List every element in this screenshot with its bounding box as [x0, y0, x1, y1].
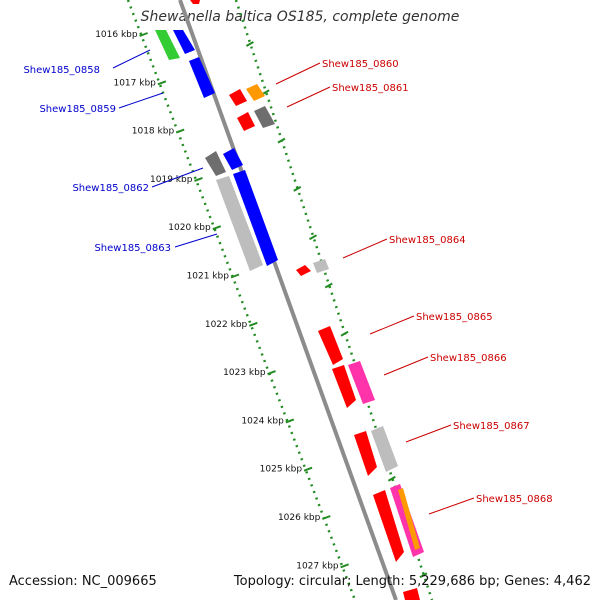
ruler-label: 1022 kbp: [205, 320, 248, 330]
gene-feature-blue-0858[interactable]: [173, 30, 195, 54]
ruler-tick-left: [248, 321, 258, 327]
ruler-label: 1026 kbp: [278, 513, 321, 523]
ruler-tick-left: [340, 563, 349, 569]
gene-label-0867[interactable]: Shew185_0867: [453, 421, 530, 432]
gene-feature-blue-0863[interactable]: [233, 170, 278, 266]
ruler-tick-left: [194, 176, 203, 182]
ruler-label: 1027 kbp: [296, 561, 339, 571]
gene-feature-lightgray-0864[interactable]: [313, 259, 329, 273]
ruler-tick-left: [230, 273, 240, 279]
ruler-label: 1016 kbp: [95, 30, 138, 40]
gene-label-0861[interactable]: Shew185_0861: [332, 83, 409, 94]
gene-feature-darkgray-0862[interactable]: [205, 151, 226, 176]
gene-feature-red-0864[interactable]: [296, 265, 311, 276]
genome-summary-text: Topology: circular; Length: 5,229,686 bp…: [233, 574, 591, 589]
ruler-label: 1024 kbp: [241, 416, 284, 426]
ruler-label: 1017 kbp: [113, 78, 156, 88]
gene-label-0860[interactable]: Shew185_0860: [322, 59, 399, 70]
ruler-label: 1020 kbp: [168, 223, 211, 233]
gene-label-0862[interactable]: Shew185_0862: [72, 183, 149, 194]
gene-label-0863[interactable]: Shew185_0863: [94, 243, 171, 254]
gene-feature-pink-0866[interactable]: [348, 361, 375, 404]
ruler-ticks-left: [139, 32, 349, 569]
ruler-tick-right: [245, 41, 254, 47]
gene-label-0859[interactable]: Shew185_0859: [39, 104, 116, 115]
gene-label-0865[interactable]: Shew185_0865: [416, 312, 493, 323]
ruler-tick-left: [157, 80, 167, 86]
ruler-label: 1023 kbp: [223, 368, 266, 378]
gene-feature-darkgray-0861[interactable]: [254, 106, 275, 128]
ruler-tick-left: [285, 418, 295, 424]
gene-label-0866[interactable]: Shew185_0866: [430, 353, 507, 364]
ruler-tick-left: [322, 515, 331, 520]
ruler-tick-right: [419, 572, 428, 579]
ruler-tick-left: [303, 466, 313, 472]
gene-feature-blue-0859[interactable]: [189, 57, 215, 98]
gene-feature-lightgray-0863[interactable]: [216, 176, 263, 271]
ruler-tick-right: [308, 234, 317, 241]
ruler-tick-right: [340, 330, 349, 337]
ruler-tick-right: [324, 282, 333, 289]
map-title: Shewanella baltica OS185, complete genom…: [140, 9, 460, 25]
gene-features: [155, 0, 424, 600]
ruler-tick-left: [139, 32, 148, 37]
gene-feature-red-0865[interactable]: [318, 326, 343, 365]
dotted-ring-left: [126, 0, 357, 600]
ruler-tick-right: [293, 186, 302, 192]
gene-feature-red-0866[interactable]: [332, 365, 356, 408]
gene-feature-orange[interactable]: [246, 84, 265, 101]
ruler-label: 1021 kbp: [187, 272, 230, 282]
leader-lines: [112, 49, 475, 515]
gene-label-0868[interactable]: Shew185_0868: [476, 494, 553, 505]
gene-feature-lightgray-0867[interactable]: [371, 426, 398, 472]
gene-labels-left: Shew185_0858 Shew185_0859 Shew185_0862 S…: [23, 65, 171, 254]
gene-feature-red-0860[interactable]: [229, 89, 247, 106]
accession-text: Accession: NC_009665: [9, 574, 157, 589]
ruler-label: 1025 kbp: [260, 465, 303, 475]
ruler-tick-right: [277, 137, 286, 144]
gene-feature-red-bottom[interactable]: [403, 588, 420, 600]
gene-feature-top-red[interactable]: [190, 0, 200, 4]
gene-feature-red-0868[interactable]: [373, 490, 404, 562]
gene-label-0858[interactable]: Shew185_0858: [23, 65, 100, 76]
gene-feature-red-0861[interactable]: [237, 112, 255, 131]
ruler-tick-left: [212, 225, 222, 231]
gene-feature-blue-0862[interactable]: [223, 148, 243, 170]
ruler-tick-left: [175, 128, 185, 134]
gene-labels-right: Shew185_0860 Shew185_0861 Shew185_0864 S…: [322, 59, 553, 505]
gene-label-0864[interactable]: Shew185_0864: [389, 235, 466, 246]
gene-feature-orange-0868[interactable]: [398, 488, 420, 550]
genome-backbone: [178, 0, 398, 600]
gene-feature-red-0867[interactable]: [354, 431, 377, 476]
ruler-tick-right: [387, 475, 396, 482]
ruler-label: 1018 kbp: [132, 127, 175, 137]
gene-feature-green[interactable]: [155, 30, 180, 60]
ruler-tick-left: [267, 370, 276, 376]
